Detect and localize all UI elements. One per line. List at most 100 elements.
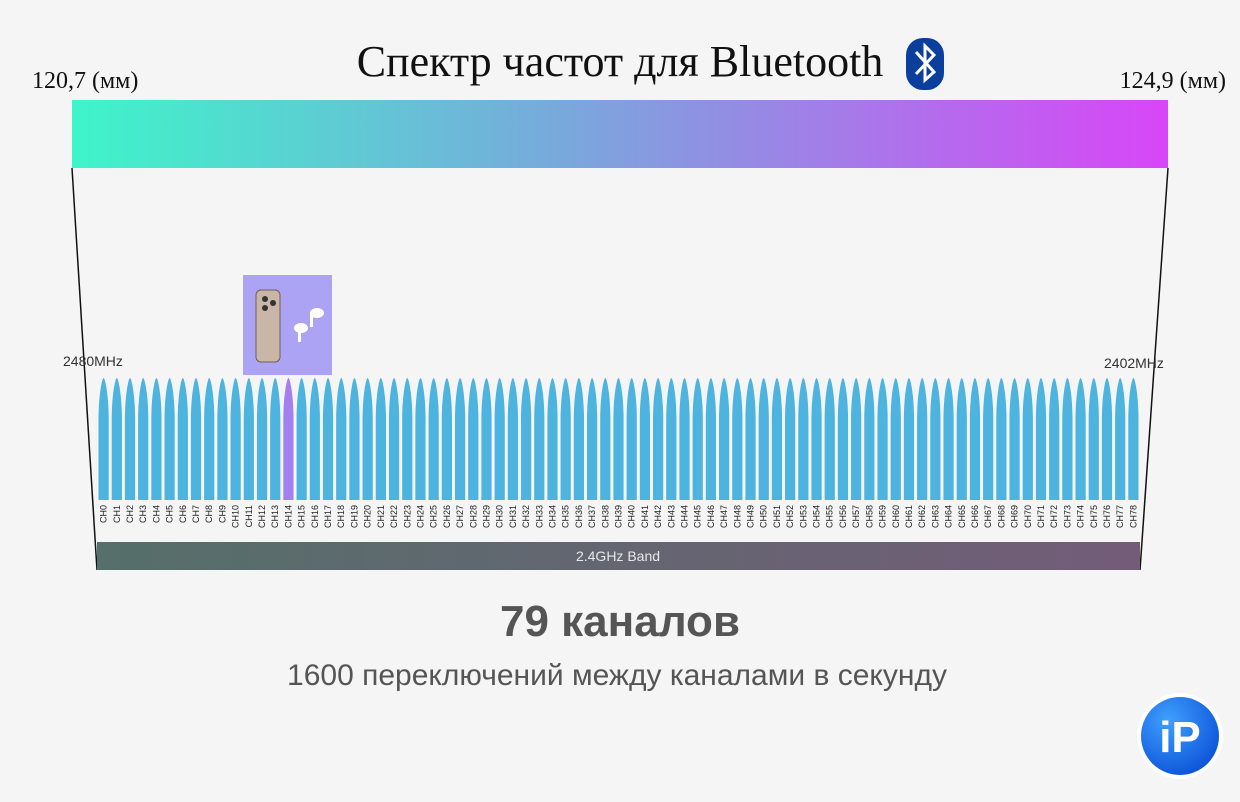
channel-peak xyxy=(388,378,400,500)
channel-peak xyxy=(415,378,426,500)
channel-peak xyxy=(98,378,109,500)
channel-peak xyxy=(1062,378,1073,500)
band-bar xyxy=(97,542,1140,570)
channel-label: CH51 xyxy=(772,505,782,528)
channel-label: CH14 xyxy=(283,505,293,528)
channel-peak xyxy=(204,378,215,500)
channel-label: CH6 xyxy=(178,505,188,523)
channel-peak xyxy=(626,378,637,500)
channel-label: CH15 xyxy=(297,505,307,528)
channel-peak xyxy=(547,378,558,500)
channel-peak xyxy=(124,378,136,500)
channel-label: CH17 xyxy=(323,505,333,528)
channel-label: CH29 xyxy=(481,505,491,528)
channel-peak xyxy=(917,378,928,500)
channel-label: CH78 xyxy=(1128,505,1138,528)
channel-label: CH19 xyxy=(349,505,359,528)
channel-label: CH18 xyxy=(336,505,346,528)
channels: CH0 CH1 CH2 CH3 CH4 CH5 CH6 CH7 CH8 CH9 CH10 CH11 CH… xyxy=(98,378,1139,528)
channel-peak xyxy=(362,378,373,500)
channel-label: CH0 xyxy=(99,505,109,523)
channel-label: CH43 xyxy=(666,505,676,528)
subline: 1600 переключений между каналами в секун… xyxy=(287,659,947,692)
logo xyxy=(1141,697,1219,775)
channel-label: CH35 xyxy=(561,505,571,528)
title: Спектр частот для Bluetooth xyxy=(357,37,884,86)
channel-label: CH77 xyxy=(1115,505,1125,528)
channel-label: CH32 xyxy=(521,505,531,528)
channel-peak xyxy=(454,378,466,500)
zoom-line xyxy=(1139,167,1169,571)
channel-label: CH59 xyxy=(878,505,888,528)
left-frequency: 2480MHz xyxy=(63,353,123,369)
channel-peak xyxy=(903,378,915,500)
channel-label: CH24 xyxy=(415,505,425,528)
channel-label: CH50 xyxy=(759,505,769,528)
channel-label: CH40 xyxy=(627,505,637,528)
right-label: 124,9 (мм) xyxy=(1120,68,1226,94)
channel-peak xyxy=(190,378,202,500)
channel-peak xyxy=(758,378,769,500)
bluetooth-icon xyxy=(906,38,944,90)
channel-peak xyxy=(771,378,783,500)
channel-label: CH53 xyxy=(798,505,808,528)
channel-label: CH72 xyxy=(1049,505,1059,528)
channel-peak xyxy=(151,378,162,500)
channel-label: CH58 xyxy=(864,505,874,528)
right-frequency: 2402MHz xyxy=(1104,355,1164,371)
channel-label: CH62 xyxy=(917,505,927,528)
channel-label: CH60 xyxy=(891,505,901,528)
channel-peak xyxy=(653,378,664,500)
channel-peak xyxy=(705,378,717,500)
channel-peak xyxy=(996,378,1007,500)
channel-peak xyxy=(494,378,505,500)
channel-label: CH66 xyxy=(970,505,980,528)
channel-peak xyxy=(956,378,967,500)
channel-label: CH31 xyxy=(508,505,518,528)
channel-peak xyxy=(877,378,888,500)
channel-peak xyxy=(639,378,651,500)
channel-peak xyxy=(375,378,386,500)
channel-peak xyxy=(692,378,703,500)
channel-peak xyxy=(138,378,149,500)
channel-peak xyxy=(785,378,796,500)
channel-peak xyxy=(600,378,611,500)
channel-peak xyxy=(798,378,809,500)
channel-label: CH63 xyxy=(930,505,940,528)
channel-label: CH1 xyxy=(112,505,122,523)
channel-label: CH37 xyxy=(587,505,597,528)
channel-label: CH25 xyxy=(429,505,439,528)
channel-peak xyxy=(1088,378,1099,500)
channel-peak xyxy=(930,378,941,500)
channel-label: CH71 xyxy=(1036,505,1046,528)
channel-peak xyxy=(441,378,452,500)
channel-label: CH67 xyxy=(983,505,993,528)
channel-peak xyxy=(1009,378,1020,500)
channel-label: CH47 xyxy=(719,505,729,528)
channel-peak xyxy=(666,378,677,500)
channel-label: CH75 xyxy=(1089,505,1099,528)
left-label: 120,7 (мм) xyxy=(32,68,138,94)
channel-peak xyxy=(943,378,954,500)
zoom-line xyxy=(71,167,98,571)
channel-label: CH42 xyxy=(653,505,663,528)
channel-label: CH28 xyxy=(468,505,478,528)
channel-label: CH23 xyxy=(402,505,412,528)
channel-peak xyxy=(1075,378,1086,500)
channel-peak xyxy=(309,378,320,500)
channel-peak xyxy=(719,378,730,500)
channel-label: CH73 xyxy=(1062,505,1072,528)
channel-label: CH10 xyxy=(231,505,241,528)
channel-peak xyxy=(230,378,241,500)
channel-label: CH9 xyxy=(217,505,227,523)
channel-peak xyxy=(969,378,981,500)
channel-label: CH2 xyxy=(125,505,135,523)
channel-label: CH7 xyxy=(191,505,201,523)
channel-label: CH69 xyxy=(1010,505,1020,528)
channel-peak xyxy=(481,378,492,500)
channel-label: CH55 xyxy=(825,505,835,528)
channel-peak xyxy=(217,378,228,500)
channel-label: CH13 xyxy=(270,505,280,528)
channel-peak xyxy=(507,378,518,500)
